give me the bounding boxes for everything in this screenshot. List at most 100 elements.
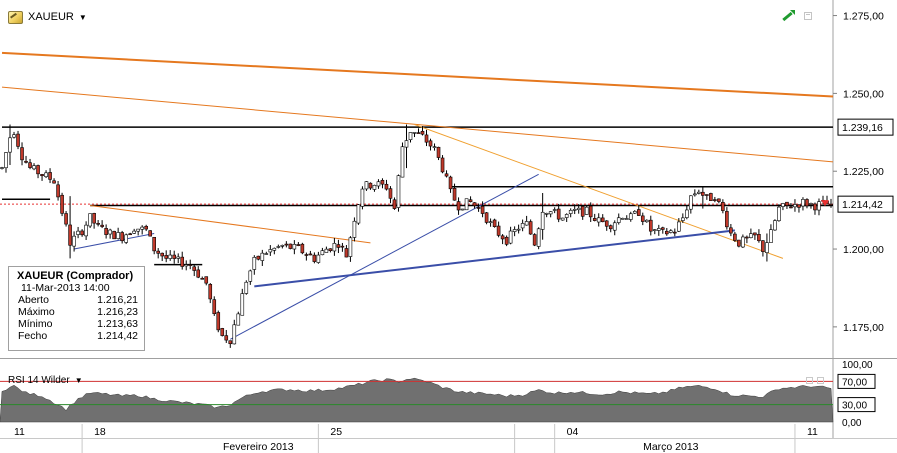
candle-body [152,237,156,252]
candle [472,202,477,209]
candle [168,250,173,261]
candle [372,184,377,192]
blue-thin-up [230,173,539,340]
candle-body [689,195,693,210]
orange-downtrend [414,124,784,259]
candle [640,212,645,226]
candle [540,193,545,240]
candle [344,245,349,258]
minimize-icon[interactable] [806,377,813,384]
candle [428,138,433,151]
candle-body [588,205,593,218]
candle-body [332,243,337,252]
candle [0,166,4,170]
candle [616,213,621,225]
candle-body [352,220,357,238]
green-trend-arrow-icon[interactable] [781,10,795,22]
candle [112,230,116,240]
candle-body [8,137,12,153]
candle-body [677,221,681,232]
candle [685,205,689,220]
candle [300,242,305,255]
candle-body [304,254,309,256]
candle-body [288,243,293,249]
candle-body [733,233,737,241]
candle-body [212,299,217,315]
candle [777,204,781,222]
blue-left [73,232,155,250]
candle [644,219,649,223]
candle-body [648,219,653,232]
symbol-selector[interactable]: XAUEUR ▼ [8,9,87,25]
candle-body [785,201,789,206]
candle [272,247,277,255]
candle [84,221,88,241]
candle [304,252,309,261]
time-day-label: 04 [567,426,579,438]
candle-body [256,255,261,260]
maximize-icon[interactable] [804,12,812,20]
candle [452,183,457,201]
candle-body [336,244,341,248]
candle-body [60,194,64,214]
candle-body [176,256,181,259]
candle-body [600,217,605,223]
candle-body [709,193,713,201]
caret-down-icon[interactable]: ▼ [78,12,87,22]
candle-body [112,230,116,240]
candle [797,204,801,213]
candle [140,225,144,235]
candle [548,211,553,218]
candle-body [592,218,597,221]
candle [717,198,721,204]
candle-body [809,203,813,205]
candle [464,198,469,211]
candle-body [36,165,40,175]
candle-body [160,252,164,257]
candle [88,213,92,229]
price-tick-label: 1.250,00 [843,88,884,100]
caret-down-icon[interactable]: ▼ [74,375,83,385]
candle-body [468,199,473,203]
candle-body [0,167,4,169]
candle [592,213,597,222]
candle-body [817,201,821,211]
candle [829,198,833,208]
candle [256,255,261,261]
ohlc-info-box: XAUEUR (Comprador) 11-Mar-2013 14:00 Abe… [8,266,145,351]
rsi-tick-label: 100,00 [842,360,873,371]
candle [148,230,152,237]
candle-body [192,266,197,271]
rsi-level-box [837,397,876,413]
candle [124,233,128,245]
candle [456,197,461,215]
candle [204,276,209,286]
candle-body [264,253,269,255]
candle-body [604,220,609,227]
rsi-selector[interactable]: RSI 14 Wilder ▼ [8,374,83,386]
candle [705,194,709,200]
candle [468,196,473,203]
candle [280,244,285,249]
candle-body [44,172,48,178]
candle-body [372,184,377,190]
candle [180,251,185,270]
candle-body [456,201,461,211]
candle [200,276,205,280]
candle-body [745,236,749,239]
time-axis: 11 18 25 04 11 Fevereiro 2013 Março 2013 [14,424,818,453]
candle-body [596,217,601,223]
maximize-icon[interactable] [817,377,824,384]
candle-body [685,209,689,218]
candle [713,196,717,203]
candle-body [320,250,325,256]
candle [260,249,265,266]
candle [152,237,156,255]
candle-body [440,157,445,173]
candle [208,283,213,304]
candle [296,242,301,247]
candle-body [741,236,745,248]
candle-body [464,198,469,211]
